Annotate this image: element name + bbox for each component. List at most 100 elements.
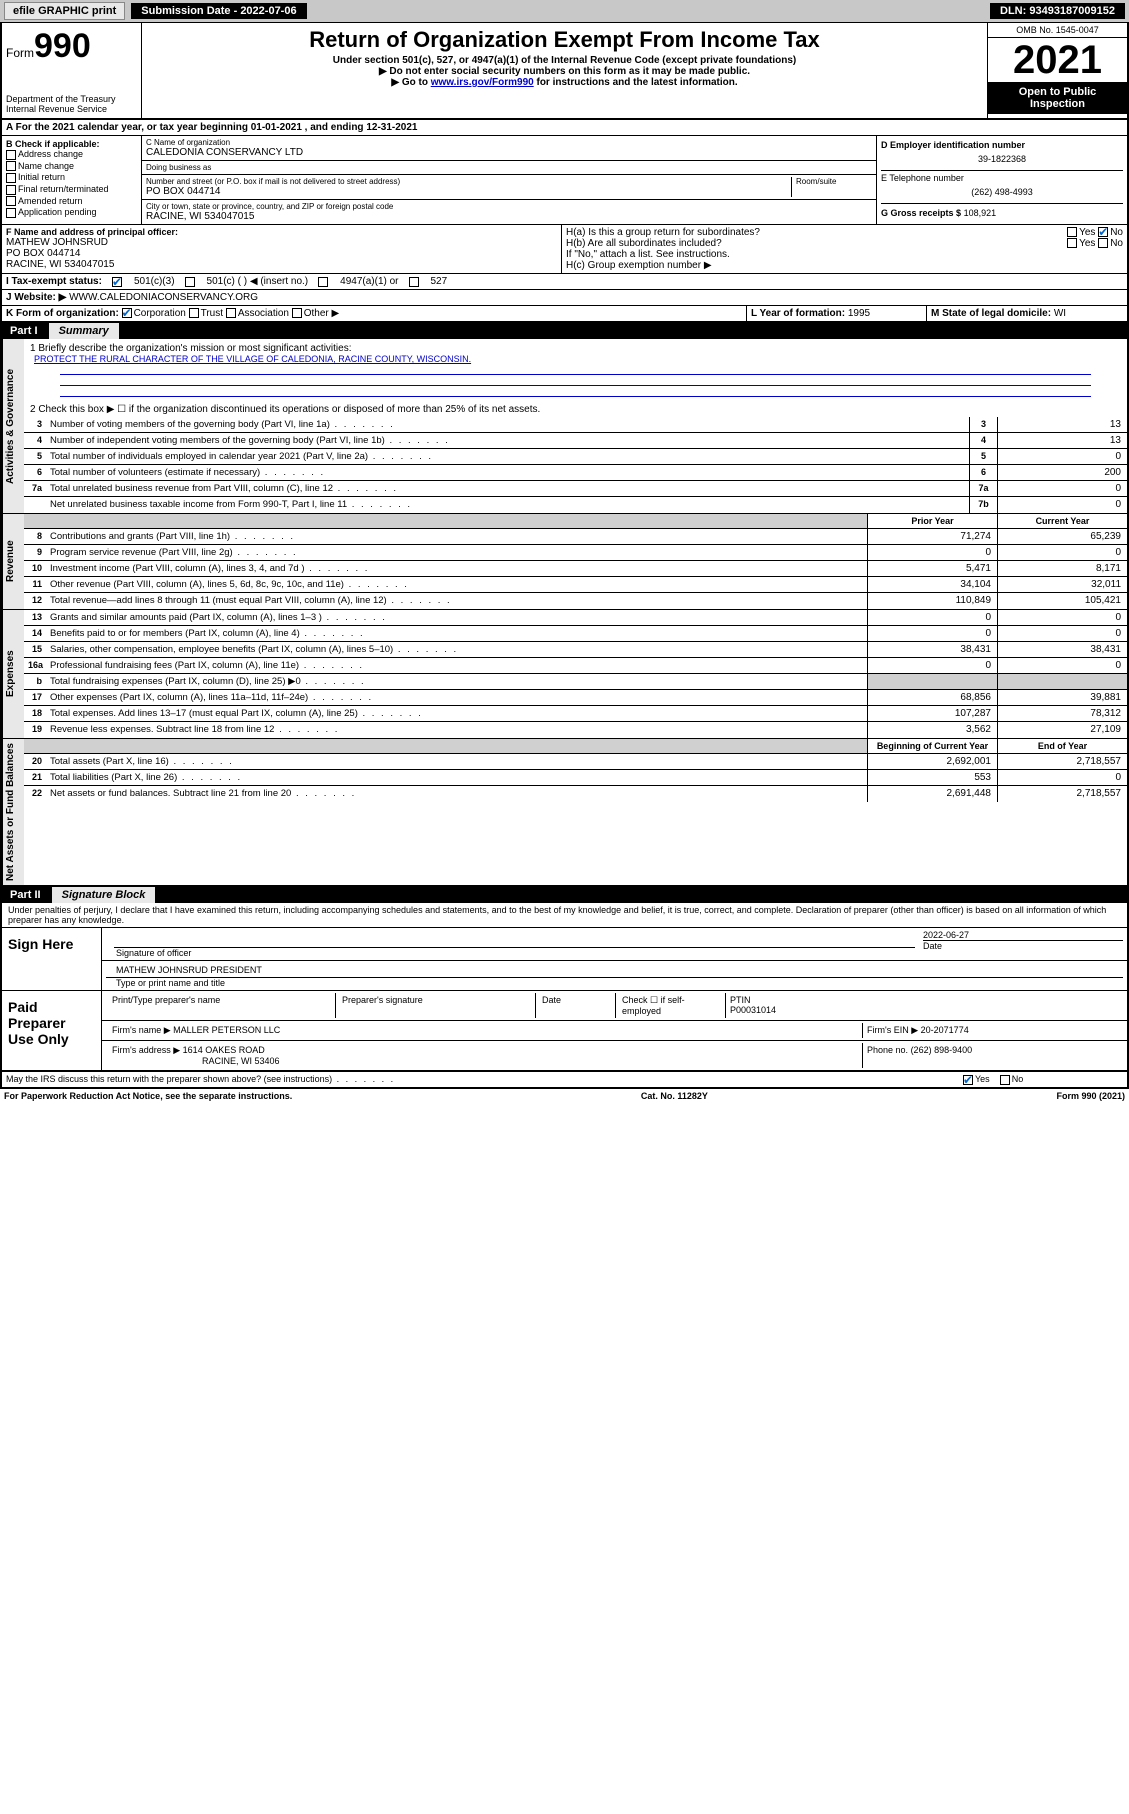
irs-label: Internal Revenue Service: [6, 104, 137, 114]
discuss-no[interactable]: [1000, 1075, 1010, 1085]
current-year-value: 65,239: [997, 529, 1127, 544]
line-1-mission: 1 Briefly describe the organization's mi…: [24, 339, 1127, 402]
checkbox-name-change[interactable]: [6, 161, 16, 171]
col-d-e-g: D Employer identification number 39-1822…: [877, 136, 1127, 224]
firm-addr1: 1614 OAKES ROAD: [183, 1045, 265, 1055]
checkbox-initial-return[interactable]: [6, 173, 16, 183]
phone-value: (262) 498-4993: [881, 183, 1123, 201]
h-b-yes[interactable]: [1067, 238, 1077, 248]
line-desc: Other revenue (Part VIII, column (A), li…: [46, 577, 867, 592]
check-if-applicable-label: B Check if applicable:: [6, 139, 137, 149]
line-desc: Total number of volunteers (estimate if …: [46, 465, 969, 480]
line-desc: Net assets or fund balances. Subtract li…: [46, 786, 867, 802]
line-box: 7a: [969, 481, 997, 496]
city-label: City or town, state or province, country…: [146, 202, 872, 211]
ptin-label: PTIN: [730, 995, 751, 1005]
checkbox-amended-return[interactable]: [6, 196, 16, 206]
year-formation-label: L Year of formation:: [751, 308, 845, 319]
summary-line: 5Total number of individuals employed in…: [24, 449, 1127, 465]
line-desc: Grants and similar amounts paid (Part IX…: [46, 610, 867, 625]
current-year-value: 38,431: [997, 642, 1127, 657]
current-year-value: 39,881: [997, 690, 1127, 705]
line-desc: Other expenses (Part IX, column (A), lin…: [46, 690, 867, 705]
checkbox-501c3[interactable]: [112, 277, 122, 287]
checkbox-501c[interactable]: [185, 277, 195, 287]
line-value: 13: [997, 433, 1127, 448]
summary-line: 3Number of voting members of the governi…: [24, 417, 1127, 433]
revenue-col-header: Prior Year Current Year: [24, 514, 1127, 529]
opt-4947: 4947(a)(1) or: [340, 276, 398, 287]
prior-year-value: 553: [867, 770, 997, 785]
prior-year-value: 34,104: [867, 577, 997, 592]
room-suite-label: Room/suite: [796, 177, 872, 186]
current-year-value: 0: [997, 626, 1127, 641]
line-value: 0: [997, 481, 1127, 496]
irs-form990-link[interactable]: www.irs.gov/Form990: [431, 77, 534, 88]
checkbox-527[interactable]: [409, 277, 419, 287]
efile-print-button[interactable]: efile GRAPHIC print: [4, 2, 125, 20]
prior-year-value: 0: [867, 610, 997, 625]
declaration-text: Under penalties of perjury, I declare th…: [0, 903, 1129, 928]
activities-governance-block: Activities & Governance 1 Briefly descri…: [0, 339, 1129, 514]
form-of-org-label: K Form of organization:: [6, 308, 119, 319]
summary-line: 19Revenue less expenses. Subtract line 1…: [24, 722, 1127, 738]
line-number: 17: [24, 690, 46, 705]
ein-label: D Employer identification number: [881, 140, 1123, 150]
summary-line: Net unrelated business taxable income fr…: [24, 497, 1127, 513]
line-number: 4: [24, 433, 46, 448]
checkbox-address-change[interactable]: [6, 150, 16, 160]
form-ref: Form 990 (2021): [1056, 1091, 1125, 1101]
officer-addr2: RACINE, WI 534047015: [6, 259, 557, 270]
line-box: 6: [969, 465, 997, 480]
omb-number: OMB No. 1545-0047: [988, 23, 1127, 38]
line-value: 200: [997, 465, 1127, 480]
paid-preparer-label: Paid Preparer Use Only: [2, 991, 102, 1070]
col-b-checkboxes: B Check if applicable: Address change Na…: [2, 136, 142, 224]
officer-signature-line[interactable]: [114, 930, 915, 948]
checkbox-assoc[interactable]: [226, 308, 236, 318]
firm-phone-label: Phone no.: [867, 1045, 908, 1055]
form-990-number: 990: [34, 27, 91, 65]
prior-year-value: 107,287: [867, 706, 997, 721]
summary-line: 15Salaries, other compensation, employee…: [24, 642, 1127, 658]
entity-info-block: B Check if applicable: Address change Na…: [0, 136, 1129, 225]
current-year-value: 0: [997, 610, 1127, 625]
checkbox-other[interactable]: [292, 308, 302, 318]
line-desc: Number of independent voting members of …: [46, 433, 969, 448]
subtitle-1: Under section 501(c), 527, or 4947(a)(1)…: [148, 55, 981, 66]
h-a-no[interactable]: [1098, 227, 1108, 237]
dln-label: DLN: 93493187009152: [990, 3, 1125, 19]
checkbox-4947[interactable]: [318, 277, 328, 287]
firm-ein-label: Firm's EIN ▶: [867, 1025, 918, 1035]
part-i-label: Part I: [10, 325, 38, 337]
sub3-prefix: ▶ Go to: [391, 77, 430, 88]
line-desc: Revenue less expenses. Subtract line 18 …: [46, 722, 867, 738]
checkbox-application-pending[interactable]: [6, 208, 16, 218]
line-number: b: [24, 674, 46, 689]
current-year-value: 8,171: [997, 561, 1127, 576]
signature-date: 2022-06-27: [923, 930, 1123, 940]
line-desc: Benefits paid to or for members (Part IX…: [46, 626, 867, 641]
summary-line: 11Other revenue (Part VIII, column (A), …: [24, 577, 1127, 593]
line-number: 20: [24, 754, 46, 769]
discuss-yes[interactable]: [963, 1075, 973, 1085]
current-year-value: [997, 674, 1127, 689]
no-label: No: [1012, 1074, 1024, 1084]
prior-year-value: 0: [867, 658, 997, 673]
k-l-m-row: K Form of organization: Corporation Trus…: [0, 306, 1129, 323]
h-a-yes[interactable]: [1067, 227, 1077, 237]
prior-year-value: 110,849: [867, 593, 997, 609]
current-year-value: 0: [997, 770, 1127, 785]
line-desc: Salaries, other compensation, employee b…: [46, 642, 867, 657]
line-number: 21: [24, 770, 46, 785]
checkbox-corp[interactable]: [122, 308, 132, 318]
line-desc: Contributions and grants (Part VIII, lin…: [46, 529, 867, 544]
line-desc: Professional fundraising fees (Part IX, …: [46, 658, 867, 673]
summary-line: 20Total assets (Part X, line 16)2,692,00…: [24, 754, 1127, 770]
top-toolbar: efile GRAPHIC print Submission Date - 20…: [0, 0, 1129, 22]
h-b-no[interactable]: [1098, 238, 1108, 248]
checkbox-trust[interactable]: [189, 308, 199, 318]
tax-year: 2021: [988, 38, 1127, 82]
checkbox-final-return[interactable]: [6, 185, 16, 195]
line-number: 16a: [24, 658, 46, 673]
